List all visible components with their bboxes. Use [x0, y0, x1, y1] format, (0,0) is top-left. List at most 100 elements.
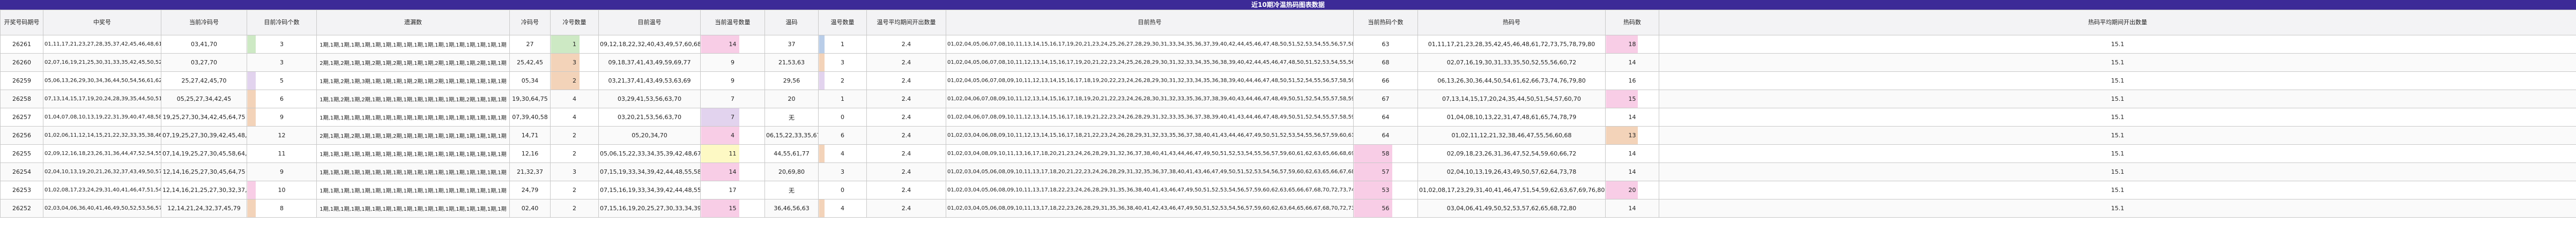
cell-warm-qty: 17 — [700, 181, 765, 199]
cell-cold-count: 5 — [247, 71, 317, 90]
cell-warm-avg: 2.4 — [866, 126, 946, 145]
cell-hot-no: 01,02,11,12,21,32,38,46,47,55,56,60,68 — [1417, 126, 1606, 145]
cell-warm-current: 05,20,34,70 — [598, 126, 701, 145]
cell-warm-count: 0 — [818, 181, 867, 199]
cell-warm-current: 09,12,18,22,32,40,43,49,57,60,68,69,71,7… — [598, 35, 701, 54]
cell-omit: 2期,1期,2期,1期,1期,2期,1期,2期,1期,1期,1期,2期,1期,1… — [316, 53, 510, 72]
cell-win: 05,06,13,26,29,30,34,36,44,50,54,56,61,6… — [43, 71, 161, 90]
page-title: 近10期冷温热码图表数据 — [0, 0, 2576, 10]
cell-hot-count: 63 — [1353, 35, 1418, 54]
cell-hot-avg: 15.1 — [1659, 199, 2576, 218]
cell-warm-avg: 2.4 — [866, 35, 946, 54]
cell-cold-qty: 2 — [550, 181, 599, 199]
cell-hot-count: 53 — [1353, 181, 1418, 199]
cell-cold-qty: 2 — [550, 199, 599, 218]
cell-hot-num: 14 — [1605, 53, 1659, 72]
table-row: 26254 02,04,10,13,19,20,21,26,32,37,43,49… — [0, 162, 2576, 181]
cell-issue: 26259 — [0, 71, 43, 90]
cell-omit: 1期,1期,1期,1期,1期,1期,1期,1期,1期,1期,1期,1期,1期,1… — [316, 108, 510, 127]
header-cold-qty: 冷号数量 — [550, 10, 599, 35]
cell-cold-no: 21,32,37 — [509, 162, 551, 181]
cell-issue: 26252 — [0, 199, 43, 218]
cell-omit: 1期,1期,2期,1期,2期,1期,1期,1期,1期,1期,1期,1期,1期,1… — [316, 90, 510, 108]
cell-warm-current: 03,29,41,53,56,63,70 — [598, 90, 701, 108]
header-warm-no: 温码 — [764, 10, 819, 35]
cell-warm-qty: 7 — [700, 108, 765, 127]
cell-hot-avg: 15.1 — [1659, 53, 2576, 72]
cell-omit: 1期,1期,1期,1期,1期,1期,1期,1期,1期,1期,1期,1期,1期,1… — [316, 35, 510, 54]
cell-hot-count: 64 — [1353, 108, 1418, 127]
cell-hot-avg: 15.1 — [1659, 71, 2576, 90]
cell-warm-current: 07,15,16,19,20,25,27,30,33,34,39,44,48,5… — [598, 199, 701, 218]
cell-warm-current: 09,18,37,41,43,49,59,69,77 — [598, 53, 701, 72]
header-warm-qty: 当前温号数量 — [700, 10, 765, 35]
cell-cold-count: 9 — [247, 108, 317, 127]
cell-warm-avg: 2.4 — [866, 144, 946, 163]
cell-hot-count: 64 — [1353, 126, 1418, 145]
cell-warm-avg: 2.4 — [866, 90, 946, 108]
cell-cold-current: 07,14,19,25,27,30,45,58,64,71,75 — [161, 144, 247, 163]
table-row: 26255 02,09,12,16,18,23,26,31,36,44,47,52… — [0, 144, 2576, 163]
cell-warm-count: 2 — [818, 71, 867, 90]
cell-cold-qty: 3 — [550, 162, 599, 181]
cell-cold-count: 3 — [247, 53, 317, 72]
cell-warm-no: 44,55,61,77 — [764, 144, 819, 163]
cell-win: 01,04,07,08,10,13,19,22,31,39,40,47,48,5… — [43, 108, 161, 127]
cell-warm-qty: 11 — [700, 144, 765, 163]
cell-warm-no: 06,15,22,33,35,67 — [764, 126, 819, 145]
cell-hot-num: 13 — [1605, 126, 1659, 145]
cell-hot-avg: 15.1 — [1659, 108, 2576, 127]
cell-hot-no: 02,04,10,13,19,26,43,49,50,57,62,64,73,7… — [1417, 162, 1606, 181]
cell-issue: 26254 — [0, 162, 43, 181]
header-issue: 开奖号码期号 — [0, 10, 43, 35]
cell-hot-avg: 15.1 — [1659, 181, 2576, 199]
cell-hot-num: 14 — [1605, 108, 1659, 127]
cell-warm-qty: 9 — [700, 71, 765, 90]
header-cold-no: 冷码号 — [509, 10, 551, 35]
cell-warm-current: 05,06,15,22,33,34,35,39,42,48,67 — [598, 144, 701, 163]
cell-hot-current: 01,02,04,06,07,08,09,10,11,12,13,14,15,1… — [946, 90, 1354, 108]
cell-hot-count: 56 — [1353, 199, 1418, 218]
cell-cold-count: 10 — [247, 181, 317, 199]
cell-hot-num: 14 — [1605, 199, 1659, 218]
header-win: 中奖号 — [43, 10, 161, 35]
cell-hot-current: 01,02,04,05,06,07,08,10,11,13,14,15,16,1… — [946, 35, 1354, 54]
cell-hot-num: 14 — [1605, 162, 1659, 181]
cell-win: 01,11,17,21,23,27,28,35,37,42,45,46,48,6… — [43, 35, 161, 54]
cell-cold-current: 25,27,42,45,70 — [161, 71, 247, 90]
cell-warm-current: 07,15,19,33,34,39,42,44,48,55,58,61,71,7… — [598, 162, 701, 181]
table-row: 26252 02,03,04,06,36,40,41,46,49,50,52,53… — [0, 199, 2576, 218]
cell-hot-avg: 15.1 — [1659, 144, 2576, 163]
cell-hot-current: 01,02,04,06,07,08,09,10,11,12,13,14,15,1… — [946, 108, 1354, 127]
cell-warm-no: 无 — [764, 108, 819, 127]
cell-hot-current: 01,02,03,04,06,08,09,10,11,12,13,14,15,1… — [946, 126, 1354, 145]
header-warm-avg: 温号平均期间开出数量 — [866, 10, 946, 35]
cell-hot-num: 20 — [1605, 181, 1659, 199]
cell-hot-count: 58 — [1353, 144, 1418, 163]
cell-cold-count: 3 — [247, 35, 317, 54]
cell-cold-no: 24,79 — [509, 181, 551, 199]
cell-warm-qty: 14 — [700, 162, 765, 181]
cell-cold-qty: 4 — [550, 108, 599, 127]
cell-hot-current: 01,02,03,04,05,06,08,09,10,11,13,17,18,2… — [946, 162, 1354, 181]
cell-issue: 26257 — [0, 108, 43, 127]
cell-warm-no: 37 — [764, 35, 819, 54]
cell-hot-no: 06,13,26,30,36,44,50,54,61,62,66,73,74,7… — [1417, 71, 1606, 90]
cell-cold-qty: 2 — [550, 144, 599, 163]
cell-warm-avg: 2.4 — [866, 71, 946, 90]
cell-omit: 1期,1期,1期,1期,1期,1期,1期,1期,1期,1期,1期,1期,1期,1… — [316, 144, 510, 163]
cell-warm-count: 1 — [818, 90, 867, 108]
data-table: 开奖号码期号 中奖号 当前冷码号 目前冷码个数 遗漏数 冷码号 冷号数量 目前温… — [0, 10, 2576, 218]
cell-hot-no: 02,07,16,19,30,31,33,35,50,52,55,56,60,7… — [1417, 53, 1606, 72]
cell-cold-qty: 3 — [550, 53, 599, 72]
cell-cold-no: 02,40 — [509, 199, 551, 218]
cell-warm-avg: 2.4 — [866, 181, 946, 199]
table-row: 26256 01,02,06,11,12,14,15,21,22,32,33,35… — [0, 126, 2576, 145]
cell-cold-no: 12,16 — [509, 144, 551, 163]
cell-warm-count: 3 — [818, 162, 867, 181]
table-row: 26257 01,04,07,08,10,13,19,22,31,39,40,47… — [0, 108, 2576, 127]
cell-cold-current: 05,25,27,34,42,45 — [161, 90, 247, 108]
cell-cold-no: 07,39,40,58 — [509, 108, 551, 127]
cell-hot-no: 07,13,14,15,17,20,24,35,44,50,51,54,57,6… — [1417, 90, 1606, 108]
cell-warm-avg: 2.4 — [866, 199, 946, 218]
